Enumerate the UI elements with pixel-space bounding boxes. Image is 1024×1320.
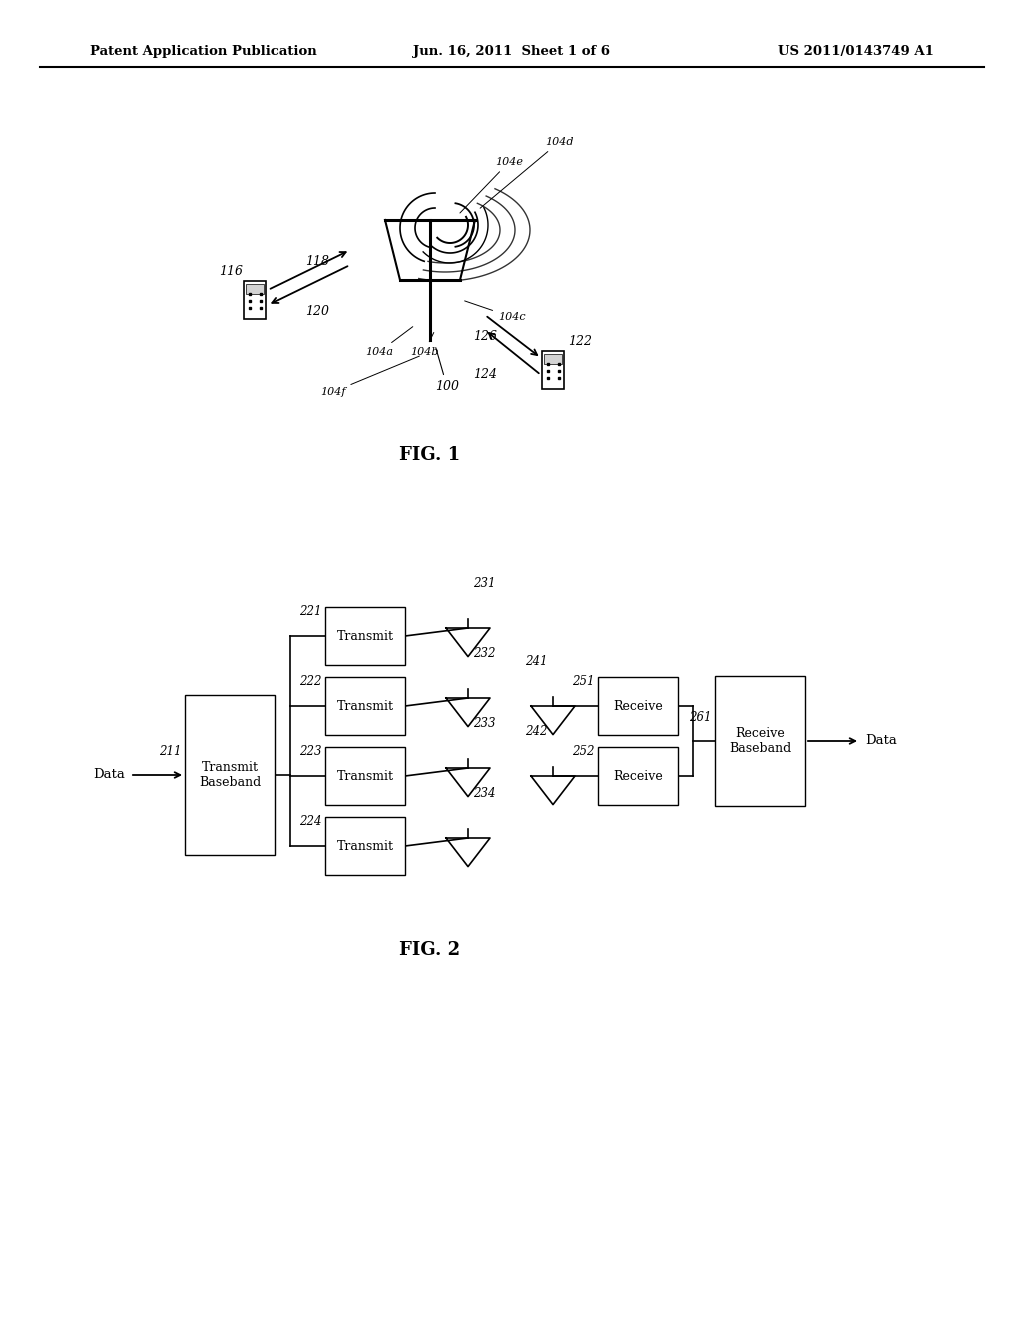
Bar bbox=[185, 696, 275, 855]
Bar bbox=[325, 677, 406, 735]
Text: 234: 234 bbox=[473, 787, 496, 800]
Text: Receive: Receive bbox=[613, 770, 663, 783]
Text: 120: 120 bbox=[305, 305, 329, 318]
Text: Transmit: Transmit bbox=[337, 770, 393, 783]
Text: 116: 116 bbox=[219, 265, 243, 279]
Text: 252: 252 bbox=[572, 744, 595, 758]
Text: US 2011/0143749 A1: US 2011/0143749 A1 bbox=[778, 45, 934, 58]
Bar bbox=[542, 351, 564, 389]
Text: Receive
Baseband: Receive Baseband bbox=[729, 727, 792, 755]
Text: 222: 222 bbox=[299, 675, 322, 688]
Text: 232: 232 bbox=[473, 647, 496, 660]
Text: 122: 122 bbox=[568, 335, 592, 348]
Text: 251: 251 bbox=[572, 675, 595, 688]
Bar bbox=[246, 284, 264, 293]
Text: FIG. 1: FIG. 1 bbox=[399, 446, 461, 465]
Bar bbox=[598, 677, 678, 735]
Text: 126: 126 bbox=[473, 330, 497, 343]
Text: Receive: Receive bbox=[613, 700, 663, 713]
Text: 221: 221 bbox=[299, 605, 322, 618]
Bar bbox=[598, 747, 678, 805]
Text: 223: 223 bbox=[299, 744, 322, 758]
Text: 100: 100 bbox=[435, 347, 459, 393]
Bar bbox=[244, 281, 266, 319]
Text: Transmit: Transmit bbox=[337, 700, 393, 713]
Bar bbox=[325, 607, 406, 665]
Text: FIG. 2: FIG. 2 bbox=[399, 941, 461, 960]
Text: 104b: 104b bbox=[410, 333, 438, 356]
Bar bbox=[325, 747, 406, 805]
Text: 104c: 104c bbox=[465, 301, 525, 322]
Text: Patent Application Publication: Patent Application Publication bbox=[90, 45, 316, 58]
Text: 124: 124 bbox=[473, 368, 497, 381]
Text: 104f: 104f bbox=[319, 356, 420, 397]
Text: 231: 231 bbox=[473, 577, 496, 590]
Bar bbox=[325, 817, 406, 875]
Bar bbox=[544, 354, 562, 363]
Text: 118: 118 bbox=[305, 255, 329, 268]
Text: 104d: 104d bbox=[480, 137, 573, 209]
Text: Transmit: Transmit bbox=[337, 840, 393, 853]
Text: 211: 211 bbox=[160, 744, 182, 758]
Text: Data: Data bbox=[93, 768, 125, 781]
Text: 104e: 104e bbox=[460, 157, 523, 213]
Text: Jun. 16, 2011  Sheet 1 of 6: Jun. 16, 2011 Sheet 1 of 6 bbox=[414, 45, 610, 58]
Text: 224: 224 bbox=[299, 814, 322, 828]
Text: Transmit: Transmit bbox=[337, 630, 393, 643]
Text: 233: 233 bbox=[473, 717, 496, 730]
Text: 261: 261 bbox=[689, 711, 712, 723]
Bar bbox=[715, 676, 805, 807]
Text: 242: 242 bbox=[525, 725, 548, 738]
Text: 104a: 104a bbox=[365, 326, 413, 356]
Text: Transmit
Baseband: Transmit Baseband bbox=[199, 762, 261, 789]
Text: 241: 241 bbox=[525, 655, 548, 668]
Text: Data: Data bbox=[865, 734, 897, 747]
